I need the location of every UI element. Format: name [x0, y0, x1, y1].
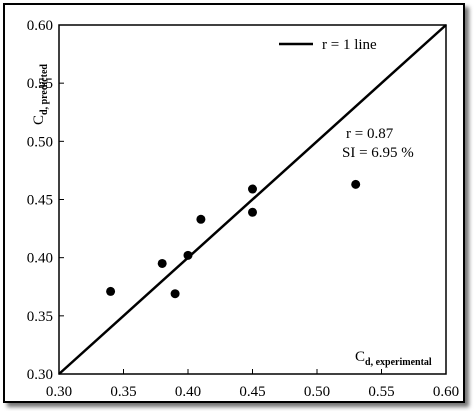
- data-point: [170, 289, 180, 299]
- correlation-annotation: r = 0.87: [346, 126, 394, 142]
- x-tick-label: 0.50: [304, 384, 330, 400]
- y-axis-title: Cd, predicted: [31, 64, 50, 125]
- x-tick-label: 0.45: [239, 384, 265, 400]
- y-tick-label: 0.50: [27, 134, 53, 150]
- reference-line: [58, 24, 447, 375]
- x-tick-label: 0.30: [46, 384, 72, 400]
- legend-label: r = 1 line: [322, 37, 377, 53]
- y-tick-label: 0.55: [27, 76, 53, 92]
- x-axis-title: Cd, experimental: [355, 349, 432, 368]
- y-axis-title-main: C: [31, 115, 47, 125]
- y-tick-label: 0.60: [27, 18, 53, 34]
- scatter-index-annotation: SI = 6.95 %: [342, 145, 414, 161]
- x-tick-labels: 0.30 0.35 0.40 0.45 0.50 0.55 0.60: [46, 384, 459, 400]
- y-tick-label: 0.45: [27, 193, 53, 209]
- data-point: [248, 184, 257, 194]
- data-point: [196, 214, 206, 224]
- data-point: [351, 179, 361, 189]
- x-tick-label: 0.55: [368, 384, 394, 400]
- y-tick-label: 0.40: [27, 251, 53, 267]
- y-tick-label: 0.35: [27, 309, 53, 325]
- x-tick-label: 0.40: [175, 384, 201, 400]
- y-axis-title-sub: d, predicted: [39, 64, 50, 115]
- y-tick-label: 0.30: [27, 367, 53, 383]
- x-tick-label: 0.35: [110, 384, 136, 400]
- data-point: [106, 286, 116, 296]
- data-point: [157, 258, 167, 268]
- data-point: [183, 250, 193, 260]
- legend: r = 1 line: [279, 37, 377, 53]
- x-tick-label: 0.60: [433, 384, 459, 400]
- data-points: [106, 179, 361, 299]
- x-axis-title-sub: d, experimental: [365, 357, 432, 368]
- x-axis-title-main: C: [355, 349, 365, 365]
- figure-frame: [3, 3, 465, 403]
- y-tick-labels: 0.30 0.35 0.40 0.45 0.50 0.55 0.60: [27, 18, 53, 383]
- data-point: [248, 207, 257, 217]
